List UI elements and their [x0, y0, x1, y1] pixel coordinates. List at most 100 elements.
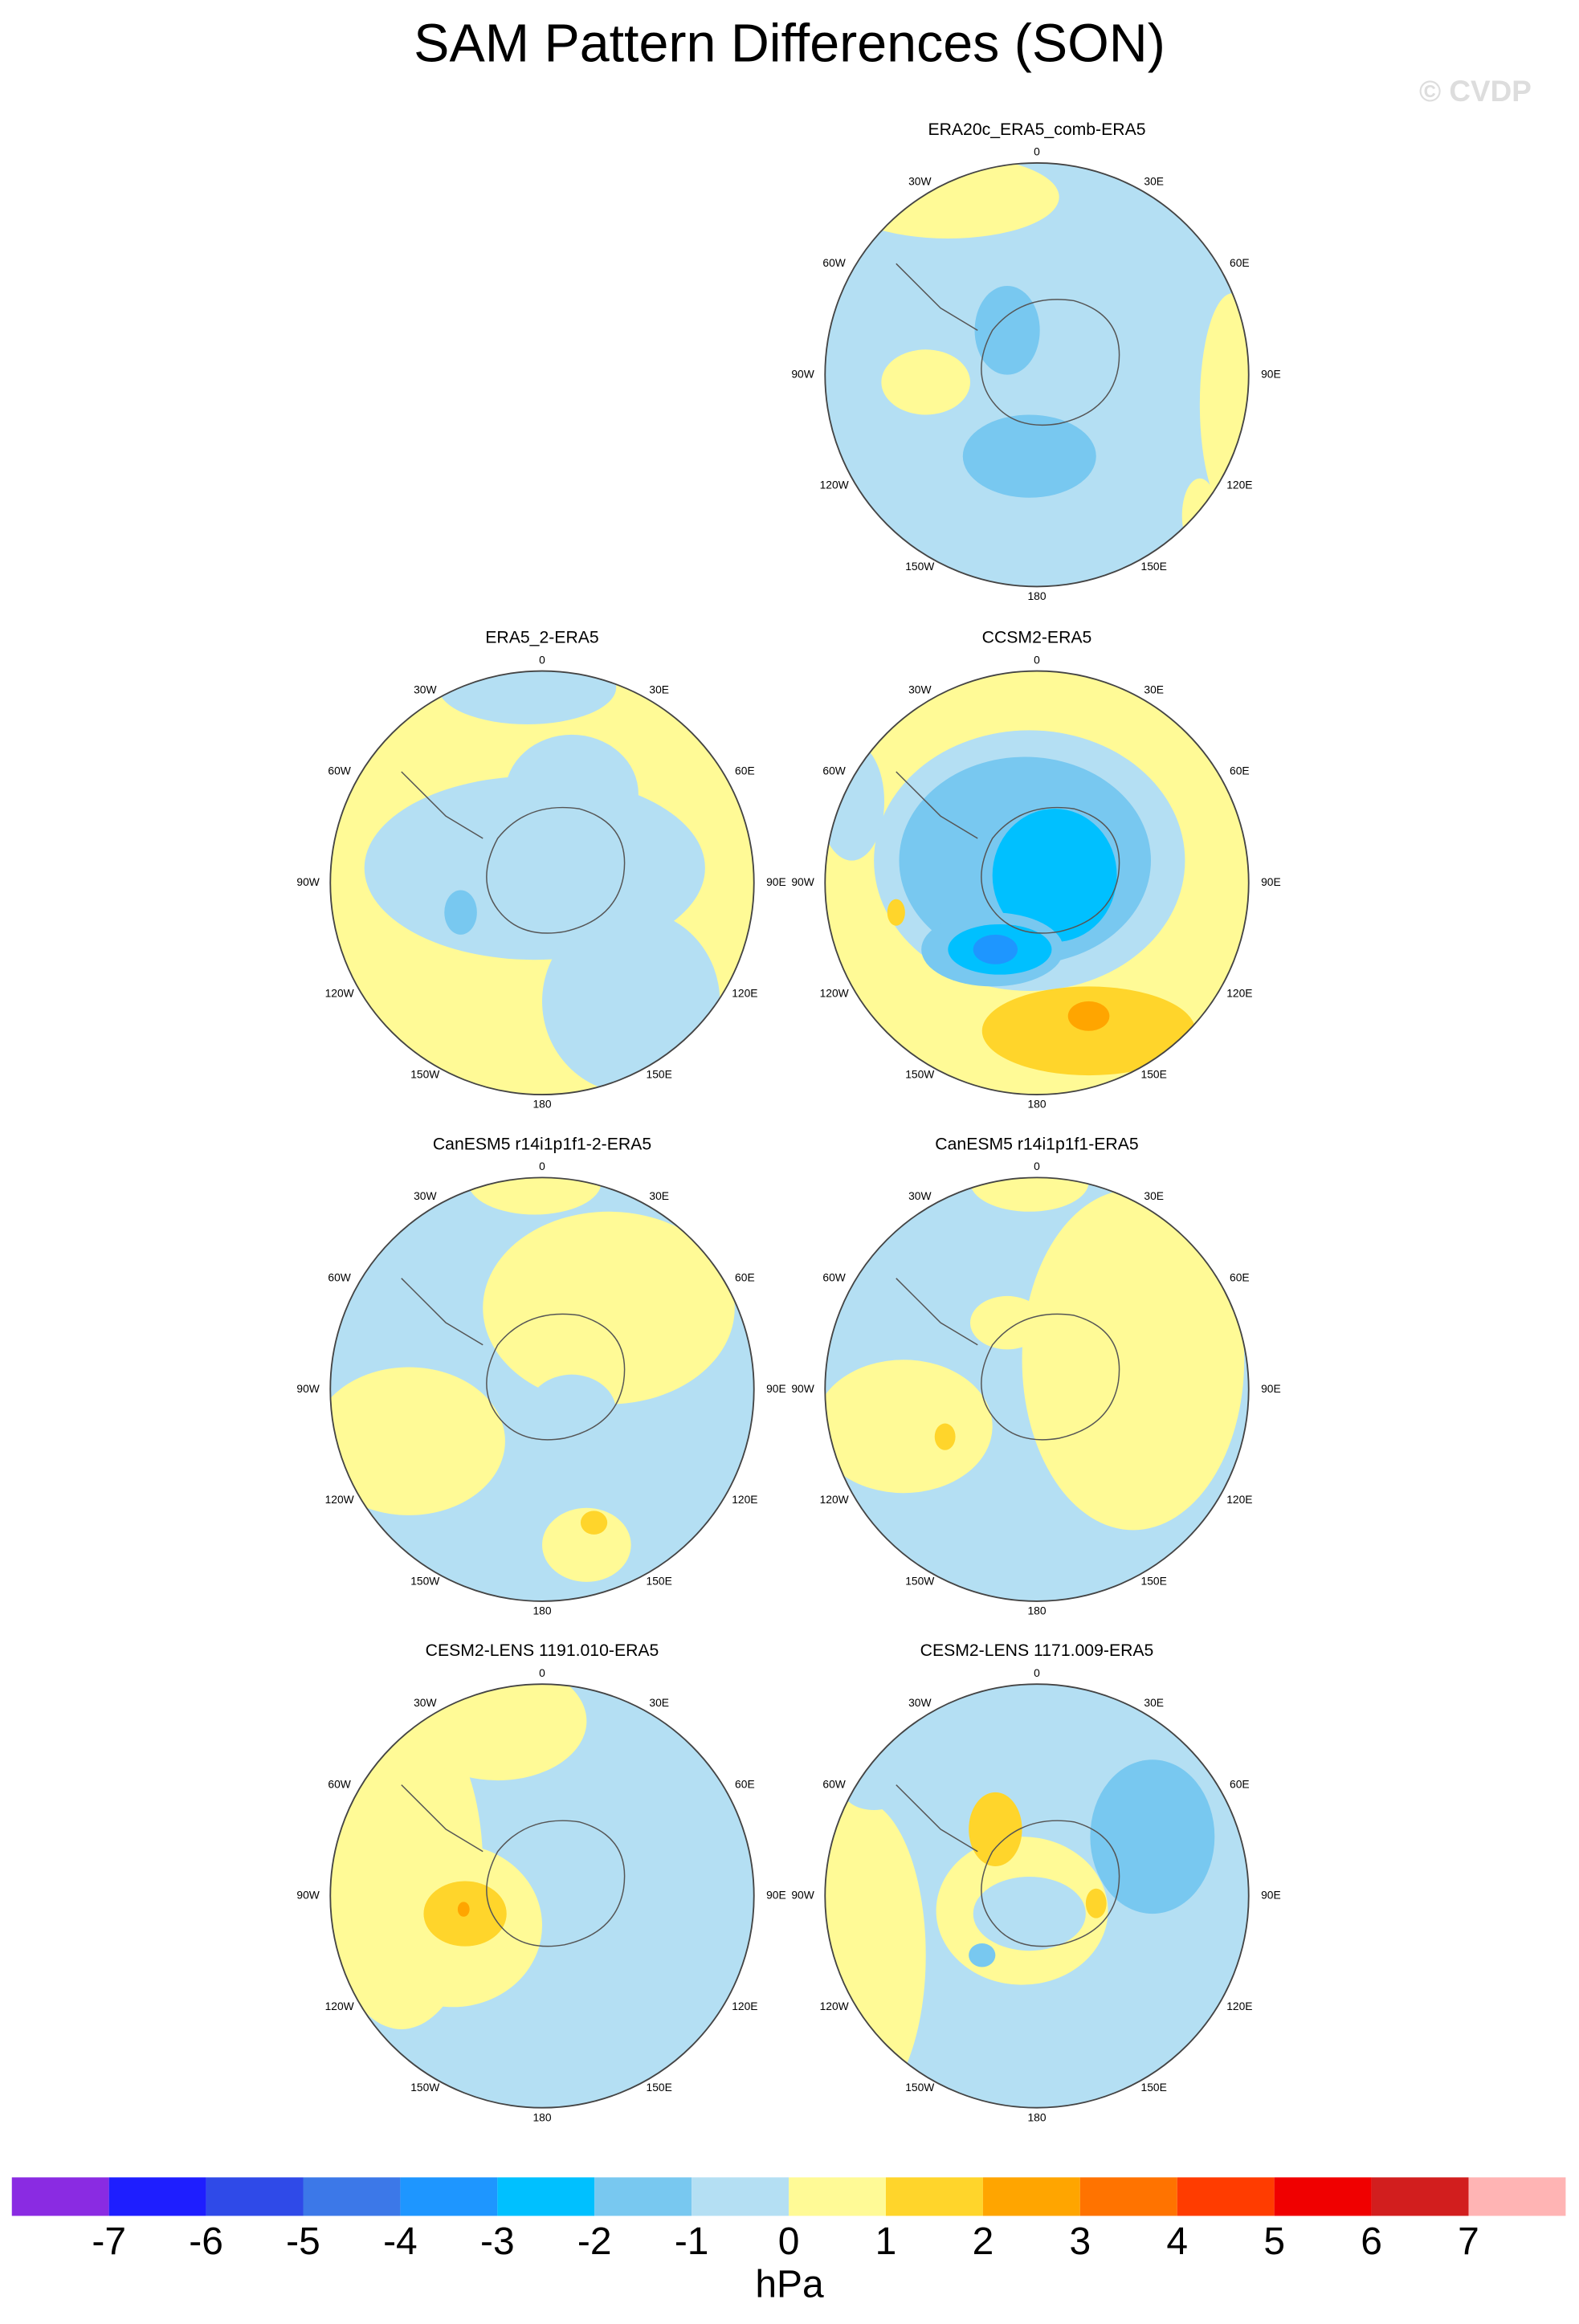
lon-label: 150E	[1141, 1068, 1167, 1081]
field-contour	[974, 285, 1040, 375]
lon-label: 30W	[414, 1696, 436, 1709]
colorbar-label: -3	[480, 2220, 515, 2263]
field-contour	[1090, 1759, 1215, 1914]
lon-label: 0	[539, 1666, 545, 1679]
field-contour	[973, 934, 1018, 964]
lon-label: 150W	[905, 1574, 934, 1587]
lon-label: 30W	[414, 1189, 436, 1202]
colorbar-label: -5	[286, 2220, 320, 2263]
map-panel: CESM2-LENS 1191.010-ERA5 0 30E 60E 90E 120E 15…	[296, 1641, 785, 2123]
lon-label: 30E	[649, 683, 669, 695]
lon-label: 60E	[735, 1270, 755, 1283]
lon-label: 30E	[649, 1696, 669, 1709]
map-field	[825, 1684, 1249, 2108]
colorbar-label: -4	[383, 2220, 418, 2263]
coastline	[896, 1784, 1120, 1947]
lon-label: 120E	[1226, 986, 1252, 999]
lon-label: 90W	[296, 875, 319, 888]
watermark: © CVDP	[1419, 75, 1532, 108]
field-contour	[467, 1177, 602, 1215]
field-contour	[992, 809, 1117, 943]
field-contour	[973, 1876, 1086, 1951]
lon-label: 120E	[732, 986, 757, 999]
map-panel: ERA20c_ERA5_comb-ERA5 0 30E 60E 90E 120E 150E 1…	[791, 120, 1280, 602]
colorbar-box	[885, 2177, 983, 2216]
lon-label: 60W	[328, 1270, 350, 1283]
map-border	[329, 1683, 755, 2109]
lon-label: 180	[1027, 1098, 1046, 1111]
lon-label: 120E	[1226, 1493, 1252, 1506]
field-contour	[504, 734, 639, 854]
lon-label: 60W	[822, 1777, 845, 1790]
lon-label: 30W	[908, 1696, 931, 1709]
field-contour	[1022, 1189, 1245, 1531]
lon-label: 90E	[1261, 1382, 1281, 1395]
colorbar-label: -1	[675, 2220, 709, 2263]
map-border	[329, 670, 755, 1095]
map-field	[330, 671, 754, 1095]
lon-label: 120E	[1226, 479, 1252, 491]
lon-label: 30W	[908, 683, 931, 695]
map-panel: CESM2-LENS 1171.009-ERA5 0 30E 60E 90E 120E 15…	[791, 1641, 1280, 2123]
colorbar-label: -7	[92, 2220, 126, 2263]
lon-label: 180	[532, 1604, 551, 1617]
lon-label: 30E	[1144, 1696, 1164, 1709]
coastline	[401, 1278, 626, 1441]
colorbar-box	[982, 2177, 1080, 2216]
lon-label: 0	[1034, 653, 1040, 666]
lon-label: 60E	[1230, 256, 1250, 269]
colorbar-unit: hPa	[755, 2264, 824, 2306]
colorbar-label: 6	[1361, 2220, 1382, 2263]
coastline	[896, 1278, 1120, 1441]
lon-label: 150W	[905, 2081, 934, 2094]
lon-label: 150W	[905, 560, 934, 573]
map-border	[824, 1683, 1250, 2109]
colorbar-box	[1371, 2177, 1469, 2216]
field-contour	[1085, 1888, 1107, 1918]
lon-label: 60W	[328, 1777, 350, 1790]
field-contour	[970, 1295, 1045, 1350]
lon-label: 120W	[820, 986, 849, 999]
lon-label: 60W	[328, 764, 350, 777]
map-field	[825, 1177, 1249, 1601]
lon-label: 90E	[766, 1382, 786, 1395]
lon-label: 90E	[766, 1889, 786, 1902]
field-contour	[438, 671, 617, 724]
colorbar-label: -2	[577, 2220, 612, 2263]
figure-title: SAM Pattern Differences (SON)	[414, 14, 1165, 74]
field-contour	[483, 1211, 735, 1405]
coastline	[401, 771, 626, 934]
lon-label: 60W	[822, 764, 845, 777]
lon-label: 120E	[1226, 2000, 1252, 2012]
lon-label: 30E	[649, 1189, 669, 1202]
field-contour	[970, 1177, 1089, 1212]
colorbar-label: 0	[778, 2220, 800, 2263]
lon-label: 90W	[791, 367, 814, 380]
colorbar-box	[108, 2177, 206, 2216]
lon-label: 90W	[791, 1889, 814, 1902]
lon-label: 60E	[1230, 764, 1250, 777]
lon-label: 60W	[822, 1270, 845, 1283]
coastline	[896, 263, 1120, 426]
panel-title: CCSM2-ERA5	[982, 629, 1092, 647]
lon-label: 90W	[791, 875, 814, 888]
field-contour	[542, 1507, 631, 1582]
lon-label: 120E	[732, 1493, 757, 1506]
lon-label: 120W	[325, 2000, 354, 2012]
colorbar: -7 -6 -5 -4 -3 -2 -1 0 1 2 3 4 5 6 7 hPa	[11, 2177, 1566, 2306]
coastline	[896, 771, 1120, 934]
lon-label: 120W	[820, 1493, 849, 1506]
lon-label: 150W	[410, 1068, 439, 1081]
lon-label: 30E	[1144, 683, 1164, 695]
field-contour	[527, 1374, 617, 1449]
lon-label: 90E	[1261, 367, 1281, 380]
map-border	[824, 1176, 1250, 1602]
map-field	[330, 1684, 754, 2108]
lon-label: 120W	[325, 986, 354, 999]
colorbar-label: 3	[1069, 2220, 1091, 2263]
colorbar-box	[400, 2177, 498, 2216]
lon-label: 150E	[1141, 560, 1167, 573]
colorbar-box	[1079, 2177, 1177, 2216]
colorbar-label: 2	[973, 2220, 994, 2263]
lon-label: 90E	[1261, 1889, 1281, 1902]
